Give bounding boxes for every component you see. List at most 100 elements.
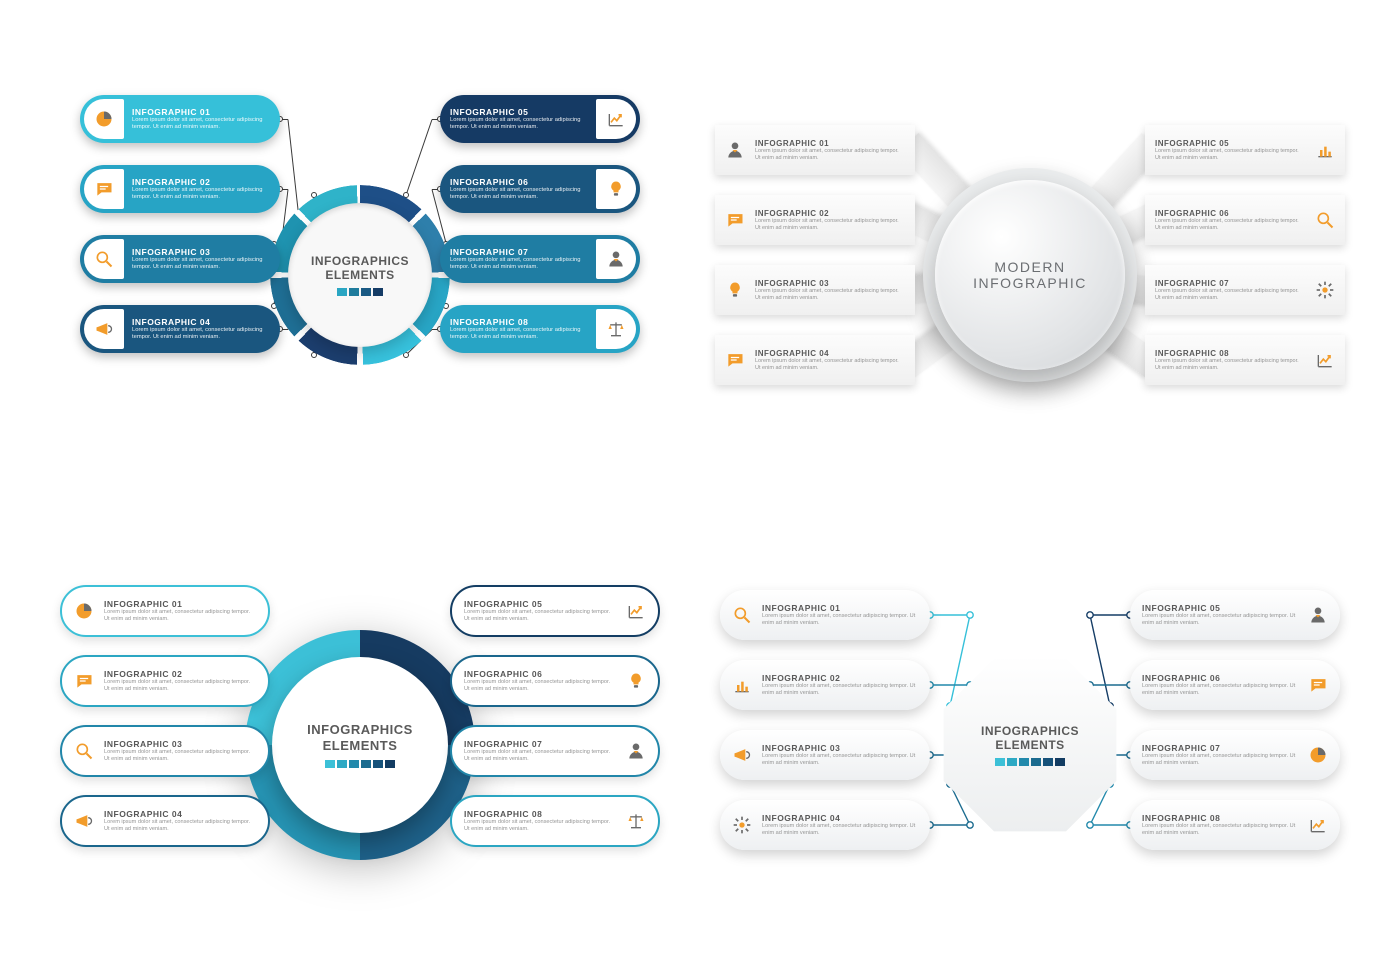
chat-icon [725, 210, 745, 230]
item-text: INFOGRAPHIC 04 Lorem ipsum dolor sit ame… [104, 809, 256, 833]
gear-icon [732, 815, 752, 835]
item-body: Lorem ipsum dolor sit amet, consectetur … [1142, 683, 1298, 697]
item-title: INFOGRAPHIC 03 [755, 279, 905, 288]
item-title: INFOGRAPHIC 06 [1142, 673, 1298, 683]
item-body: Lorem ipsum dolor sit amet, consectetur … [1142, 823, 1298, 837]
item-text: INFOGRAPHIC 05 Lorem ipsum dolor sit ame… [1142, 603, 1298, 627]
item-pill: INFOGRAPHIC 01 Lorem ipsum dolor sit ame… [80, 95, 280, 143]
growth-icon [626, 601, 646, 621]
item-title: INFOGRAPHIC 02 [755, 209, 905, 218]
item-text: INFOGRAPHIC 02 Lorem ipsum dolor sit ame… [132, 177, 270, 201]
growth-icon [1315, 350, 1335, 370]
icon-cap [84, 99, 124, 139]
item-pill: INFOGRAPHIC 02 Lorem ipsum dolor sit ame… [720, 660, 930, 710]
infographic-q1: INFOGRAPHICS ELEMENTS INFOGRAPHIC 01 Lor… [30, 60, 690, 490]
item-pill: INFOGRAPHIC 05 Lorem ipsum dolor sit ame… [1130, 590, 1340, 640]
search-icon [74, 741, 94, 761]
center-swatches [995, 758, 1065, 766]
q1-center: INFOGRAPHICS ELEMENTS [270, 185, 450, 365]
item-text: INFOGRAPHIC 01 Lorem ipsum dolor sit ame… [104, 599, 256, 623]
chat-icon [1308, 675, 1328, 695]
item-text: INFOGRAPHIC 03 Lorem ipsum dolor sit ame… [755, 279, 905, 302]
bars-icon [732, 675, 752, 695]
item-pill: INFOGRAPHIC 01 Lorem ipsum dolor sit ame… [720, 590, 930, 640]
item-pill: INFOGRAPHIC 07 Lorem ipsum dolor sit ame… [1130, 730, 1340, 780]
item-card: INFOGRAPHIC 02 Lorem ipsum dolor sit ame… [715, 195, 915, 245]
search-icon [732, 605, 752, 625]
item-body: Lorem ipsum dolor sit amet, consectetur … [1155, 358, 1305, 372]
person-icon [606, 249, 626, 269]
item-text: INFOGRAPHIC 06 Lorem ipsum dolor sit ame… [1142, 673, 1298, 697]
bulb-icon [725, 280, 745, 300]
item-title: INFOGRAPHIC 01 [104, 599, 256, 609]
item-body: Lorem ipsum dolor sit amet, consectetur … [450, 117, 588, 131]
item-card: INFOGRAPHIC 08 Lorem ipsum dolor sit ame… [1145, 335, 1345, 385]
megaphone-icon [74, 811, 94, 831]
item-text: INFOGRAPHIC 03 Lorem ipsum dolor sit ame… [132, 247, 270, 271]
item-text: INFOGRAPHIC 07 Lorem ipsum dolor sit ame… [1142, 743, 1298, 767]
item-title: INFOGRAPHIC 05 [464, 599, 616, 609]
item-title: INFOGRAPHIC 01 [755, 139, 905, 148]
megaphone-icon [94, 319, 114, 339]
item-title: INFOGRAPHIC 03 [762, 743, 918, 753]
item-pill: INFOGRAPHIC 01 Lorem ipsum dolor sit ame… [60, 585, 270, 637]
item-title: INFOGRAPHIC 07 [464, 739, 616, 749]
icon-cap [596, 309, 636, 349]
item-title: INFOGRAPHIC 06 [1155, 209, 1305, 218]
item-text: INFOGRAPHIC 08 Lorem ipsum dolor sit ame… [464, 809, 616, 833]
pie-icon [94, 109, 114, 129]
item-title: INFOGRAPHIC 08 [1142, 813, 1298, 823]
item-text: INFOGRAPHIC 05 Lorem ipsum dolor sit ame… [1155, 139, 1305, 162]
megaphone-icon [732, 745, 752, 765]
item-body: Lorem ipsum dolor sit amet, consectetur … [450, 257, 588, 271]
item-body: Lorem ipsum dolor sit amet, consectetur … [762, 613, 918, 627]
item-text: INFOGRAPHIC 07 Lorem ipsum dolor sit ame… [450, 247, 588, 271]
item-title: INFOGRAPHIC 07 [1142, 743, 1298, 753]
item-card: INFOGRAPHIC 03 Lorem ipsum dolor sit ame… [715, 265, 915, 315]
pie-icon [74, 601, 94, 621]
item-title: INFOGRAPHIC 05 [1142, 603, 1298, 613]
item-text: INFOGRAPHIC 01 Lorem ipsum dolor sit ame… [132, 107, 270, 131]
center-swatches [325, 760, 395, 768]
item-title: INFOGRAPHIC 07 [1155, 279, 1305, 288]
center-title-l2: ELEMENTS [307, 738, 413, 754]
item-text: INFOGRAPHIC 06 Lorem ipsum dolor sit ame… [464, 669, 616, 693]
center-title-l2: ELEMENTS [311, 268, 409, 282]
growth-icon [606, 109, 626, 129]
item-text: INFOGRAPHIC 07 Lorem ipsum dolor sit ame… [1155, 279, 1305, 302]
item-pill: INFOGRAPHIC 04 Lorem ipsum dolor sit ame… [60, 795, 270, 847]
item-pill: INFOGRAPHIC 08 Lorem ipsum dolor sit ame… [1130, 800, 1340, 850]
item-body: Lorem ipsum dolor sit amet, consectetur … [132, 187, 270, 201]
item-title: INFOGRAPHIC 02 [762, 673, 918, 683]
item-title: INFOGRAPHIC 08 [464, 809, 616, 819]
item-body: Lorem ipsum dolor sit amet, consectetur … [1142, 753, 1298, 767]
item-body: Lorem ipsum dolor sit amet, consectetur … [762, 823, 918, 837]
icon-cap [596, 239, 636, 279]
item-title: INFOGRAPHIC 05 [1155, 139, 1305, 148]
item-body: Lorem ipsum dolor sit amet, consectetur … [104, 749, 256, 763]
item-title: INFOGRAPHIC 05 [450, 107, 588, 117]
item-text: INFOGRAPHIC 02 Lorem ipsum dolor sit ame… [104, 669, 256, 693]
center-title-l2: INFOGRAPHIC [973, 275, 1087, 291]
item-body: Lorem ipsum dolor sit amet, consectetur … [755, 358, 905, 372]
item-title: INFOGRAPHIC 04 [132, 317, 270, 327]
item-text: INFOGRAPHIC 06 Lorem ipsum dolor sit ame… [450, 177, 588, 201]
item-title: INFOGRAPHIC 03 [104, 739, 256, 749]
item-title: INFOGRAPHIC 07 [450, 247, 588, 257]
center-swatches [337, 288, 383, 296]
item-pill: INFOGRAPHIC 05 Lorem ipsum dolor sit ame… [450, 585, 660, 637]
center-title-l1: INFOGRAPHICS [311, 254, 409, 268]
infographic-q3: INFOGRAPHICS ELEMENTS INFOGRAPHIC 01 Lor… [30, 530, 690, 960]
item-text: INFOGRAPHIC 02 Lorem ipsum dolor sit ame… [762, 673, 918, 697]
chat-icon [74, 671, 94, 691]
item-title: INFOGRAPHIC 04 [104, 809, 256, 819]
item-title: INFOGRAPHIC 01 [762, 603, 918, 613]
item-text: INFOGRAPHIC 02 Lorem ipsum dolor sit ame… [755, 209, 905, 232]
item-card: INFOGRAPHIC 01 Lorem ipsum dolor sit ame… [715, 125, 915, 175]
item-text: INFOGRAPHIC 08 Lorem ipsum dolor sit ame… [1142, 813, 1298, 837]
center-title-l1: MODERN [994, 259, 1065, 275]
item-title: INFOGRAPHIC 08 [1155, 349, 1305, 358]
item-body: Lorem ipsum dolor sit amet, consectetur … [104, 679, 256, 693]
item-body: Lorem ipsum dolor sit amet, consectetur … [755, 218, 905, 232]
search-icon [1315, 210, 1335, 230]
